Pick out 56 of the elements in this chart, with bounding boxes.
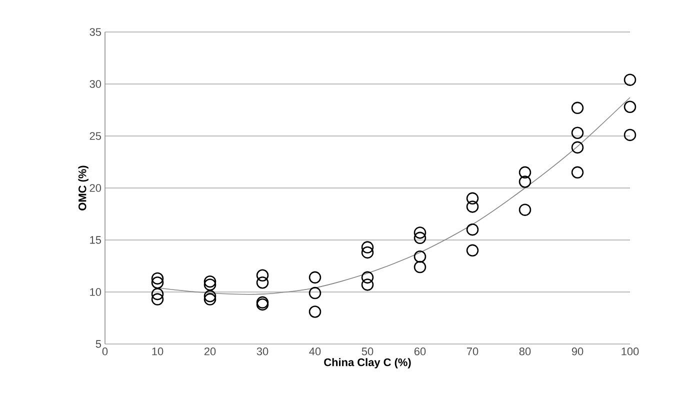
y-tick-label: 15 <box>90 236 102 244</box>
point <box>151 288 164 300</box>
x-tick-label: 40 <box>309 348 321 356</box>
point <box>256 269 269 282</box>
x-tick-label: 90 <box>572 348 584 356</box>
point <box>571 102 584 114</box>
point <box>151 272 164 285</box>
point <box>466 200 479 213</box>
line-series <box>157 97 630 295</box>
point <box>308 286 322 300</box>
y-tick-label: 30 <box>90 80 102 88</box>
point <box>204 290 216 302</box>
point <box>414 250 426 263</box>
y-axis-title: OMC (%) <box>78 166 88 210</box>
x-tick-label: 80 <box>519 348 531 356</box>
point <box>151 293 164 306</box>
point <box>518 204 532 216</box>
point <box>308 306 322 318</box>
point <box>466 192 479 205</box>
point <box>571 141 584 154</box>
point <box>414 260 426 274</box>
x-tick-label: 10 <box>152 348 164 356</box>
y-tick-label: 5 <box>96 340 102 348</box>
point <box>571 166 584 179</box>
point <box>361 246 374 259</box>
point <box>624 128 636 142</box>
point <box>361 278 374 291</box>
point <box>414 232 426 244</box>
x-tick-label: 50 <box>362 348 374 356</box>
point <box>624 74 636 86</box>
point <box>518 166 532 179</box>
x-tick-label: 100 <box>622 348 639 356</box>
point <box>204 293 216 306</box>
point <box>204 278 216 291</box>
point <box>361 241 374 254</box>
point <box>204 275 216 288</box>
x-tick-label: 60 <box>414 348 426 356</box>
point <box>518 176 532 188</box>
x-axis-title: China Clay C (%) <box>324 358 411 368</box>
point <box>466 244 479 257</box>
y-tick-label: 35 <box>90 28 102 36</box>
x-tick-label: 30 <box>256 348 268 356</box>
point <box>308 271 322 284</box>
point <box>151 276 164 289</box>
y-tick-label: 10 <box>90 288 102 296</box>
point <box>624 100 636 114</box>
y-tick-label: 25 <box>90 132 102 140</box>
point <box>414 226 426 239</box>
x-tick-label: 0 <box>102 348 108 356</box>
x-tick-label: 70 <box>466 348 478 356</box>
point <box>466 223 479 236</box>
point <box>571 126 584 140</box>
y-tick-label: 20 <box>90 184 102 192</box>
point <box>256 276 269 289</box>
point <box>361 271 374 284</box>
x-tick-label: 20 <box>204 348 216 356</box>
